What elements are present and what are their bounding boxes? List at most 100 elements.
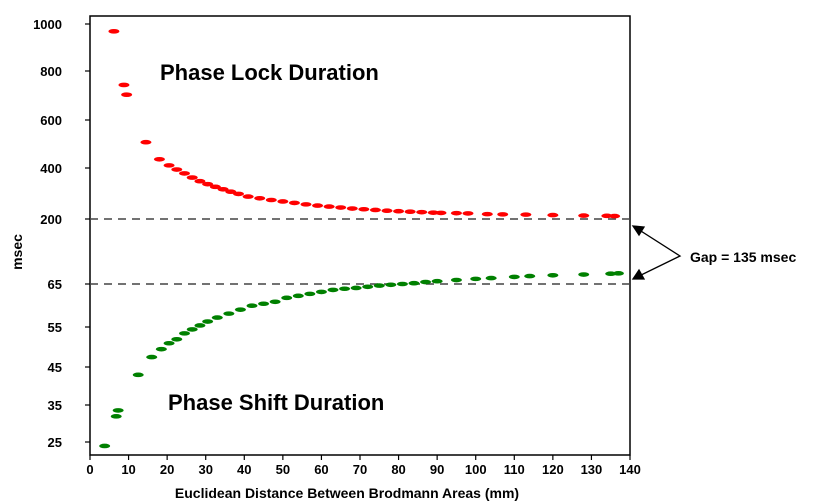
gap-label: Gap = 135 msec: [690, 249, 796, 265]
phase-lock-point: [450, 210, 462, 216]
phase-shift-point: [578, 272, 590, 277]
phase-lock-point: [209, 184, 221, 190]
plot-frame: [89, 15, 631, 456]
phase-shift-point: [163, 340, 175, 346]
phase-shift-point: [99, 443, 111, 449]
phase-lock-point: [217, 186, 229, 192]
phase-lock-point: [335, 205, 347, 210]
phase-shift-point: [396, 281, 408, 287]
phase-lock-point: [163, 163, 175, 168]
phase-shift-point: [470, 276, 482, 282]
phase-shift-point: [385, 282, 397, 288]
phase-lock-point: [497, 212, 509, 217]
phase-lock-point: [369, 207, 381, 213]
phase-shift-point: [186, 327, 198, 332]
x-axis-label: Euclidean Distance Between Brodmann Area…: [175, 485, 519, 501]
annotation-phase-shift: Phase Shift Duration: [168, 390, 384, 415]
phase-shift-point: [408, 280, 420, 286]
phase-shift-point: [146, 354, 158, 360]
x-tick-label: 130: [581, 462, 603, 477]
gap-arrow-lines: [632, 225, 682, 280]
phase-lock-point: [265, 197, 277, 203]
phase-shift-point: [362, 284, 374, 290]
phase-shift-point: [304, 291, 316, 297]
phase-lock-point: [277, 199, 289, 204]
phase-shift-point: [431, 278, 443, 284]
y-tick-label: 55: [48, 320, 62, 335]
phase-shift-point: [269, 299, 281, 305]
x-tick-label: 80: [391, 462, 405, 477]
data-points: [99, 29, 624, 449]
x-tick-label: 70: [353, 462, 367, 477]
phase-lock-point: [300, 202, 312, 207]
phase-shift-point: [547, 273, 559, 278]
phase-lock-point: [153, 156, 165, 162]
phase-lock-point: [435, 210, 447, 216]
phase-lock-point: [547, 212, 559, 218]
y-tick-label: 400: [40, 161, 62, 176]
x-tick-label: 10: [121, 462, 135, 477]
x-tick-label: 140: [619, 462, 641, 477]
phase-shift-point: [524, 273, 536, 279]
phase-shift-point: [339, 286, 351, 292]
phase-lock-point: [481, 211, 493, 217]
phase-lock-point: [520, 212, 532, 217]
x-tick-label: 120: [542, 462, 564, 477]
phase-shift-point: [315, 289, 327, 295]
x-tick-label: 20: [160, 462, 174, 477]
phase-lock-point: [462, 211, 474, 216]
phase-shift-point: [612, 271, 624, 276]
x-tick-label: 60: [314, 462, 328, 477]
x-tick-label: 40: [237, 462, 251, 477]
phase-shift-point: [211, 315, 223, 320]
phase-lock-point: [346, 206, 358, 211]
phase-shift-point: [194, 323, 206, 328]
phase-lock-point: [288, 200, 300, 206]
phase-shift-point: [350, 285, 362, 291]
phase-shift-point: [112, 408, 124, 413]
gap-arrow-head-bottom: [631, 268, 646, 280]
phase-lock-point: [242, 194, 254, 199]
y-tick-label: 600: [40, 113, 62, 128]
phase-lock-point: [609, 213, 621, 219]
phase-lock-point: [578, 213, 590, 218]
phase-lock-point: [381, 208, 393, 214]
phase-shift-point: [155, 346, 167, 352]
phase-shift-point: [202, 319, 214, 324]
x-tick-label: 0: [86, 462, 93, 477]
phase-lock-point: [108, 29, 120, 34]
x-axis-ticks: 0 10 20 30 40 50 60 70 80 90 100 110 120 130 140: [86, 455, 641, 477]
y-tick-label: 1000: [33, 17, 62, 32]
phase-shift-point: [179, 331, 190, 336]
phase-lock-point: [416, 209, 428, 215]
phase-shift-point: [373, 283, 385, 288]
phase-lock-point: [312, 203, 324, 208]
x-tick-label: 100: [465, 462, 487, 477]
phase-shift-point: [223, 311, 235, 316]
phase-lock-point: [171, 167, 183, 172]
y-tick-label: 800: [40, 64, 62, 79]
y-tick-label: 25: [48, 435, 62, 450]
phase-lock-point: [404, 209, 416, 214]
phase-lock-point: [393, 208, 405, 214]
gap-arrow-head-top: [631, 225, 646, 237]
x-tick-label: 50: [276, 462, 290, 477]
phase-shift-point: [485, 275, 497, 281]
y-tick-label: 200: [40, 212, 62, 227]
phase-shift-point: [246, 303, 258, 309]
phase-shift-point: [132, 372, 144, 378]
gap-bracket: [631, 225, 682, 280]
phase-shift-point: [258, 301, 270, 307]
phase-shift-point: [508, 274, 520, 280]
y-tick-label: 65: [48, 277, 62, 292]
phase-shift-point: [171, 337, 183, 342]
x-tick-label: 30: [198, 462, 212, 477]
phase-shift-point: [110, 414, 122, 419]
phase-lock-point: [225, 189, 237, 194]
y-tick-label: 35: [48, 398, 62, 413]
phase-shift-point: [327, 287, 339, 293]
phase-lock-point: [254, 195, 266, 201]
phase-shift-point: [281, 295, 293, 301]
phase-shift-point: [292, 293, 304, 299]
y-tick-label: 45: [48, 360, 62, 375]
